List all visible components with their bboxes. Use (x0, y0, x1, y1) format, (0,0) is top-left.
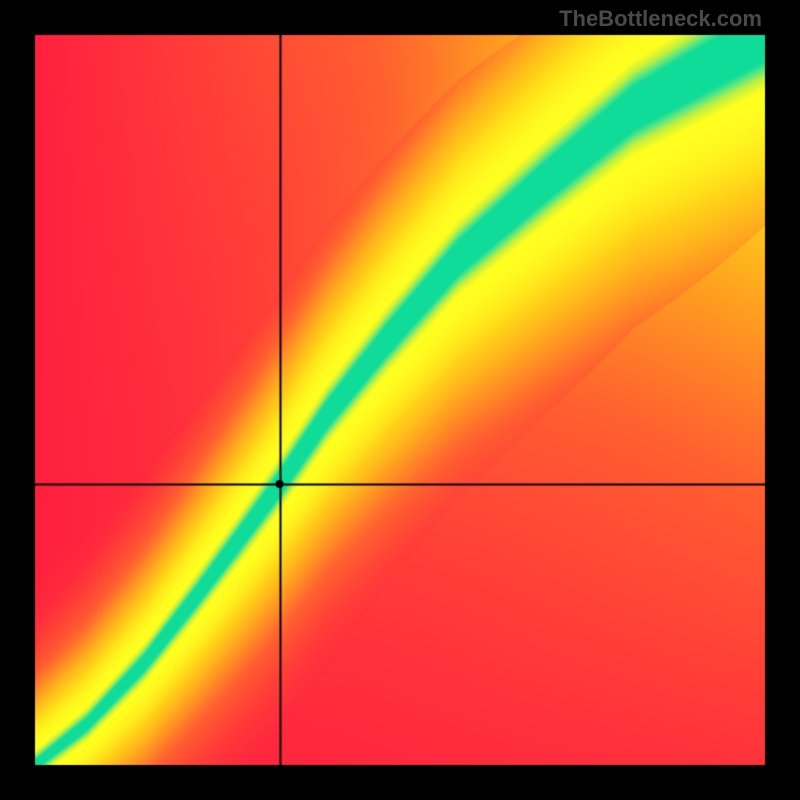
chart-container: TheBottleneck.com (0, 0, 800, 800)
watermark-text: TheBottleneck.com (559, 6, 762, 32)
heatmap-canvas (0, 0, 800, 800)
